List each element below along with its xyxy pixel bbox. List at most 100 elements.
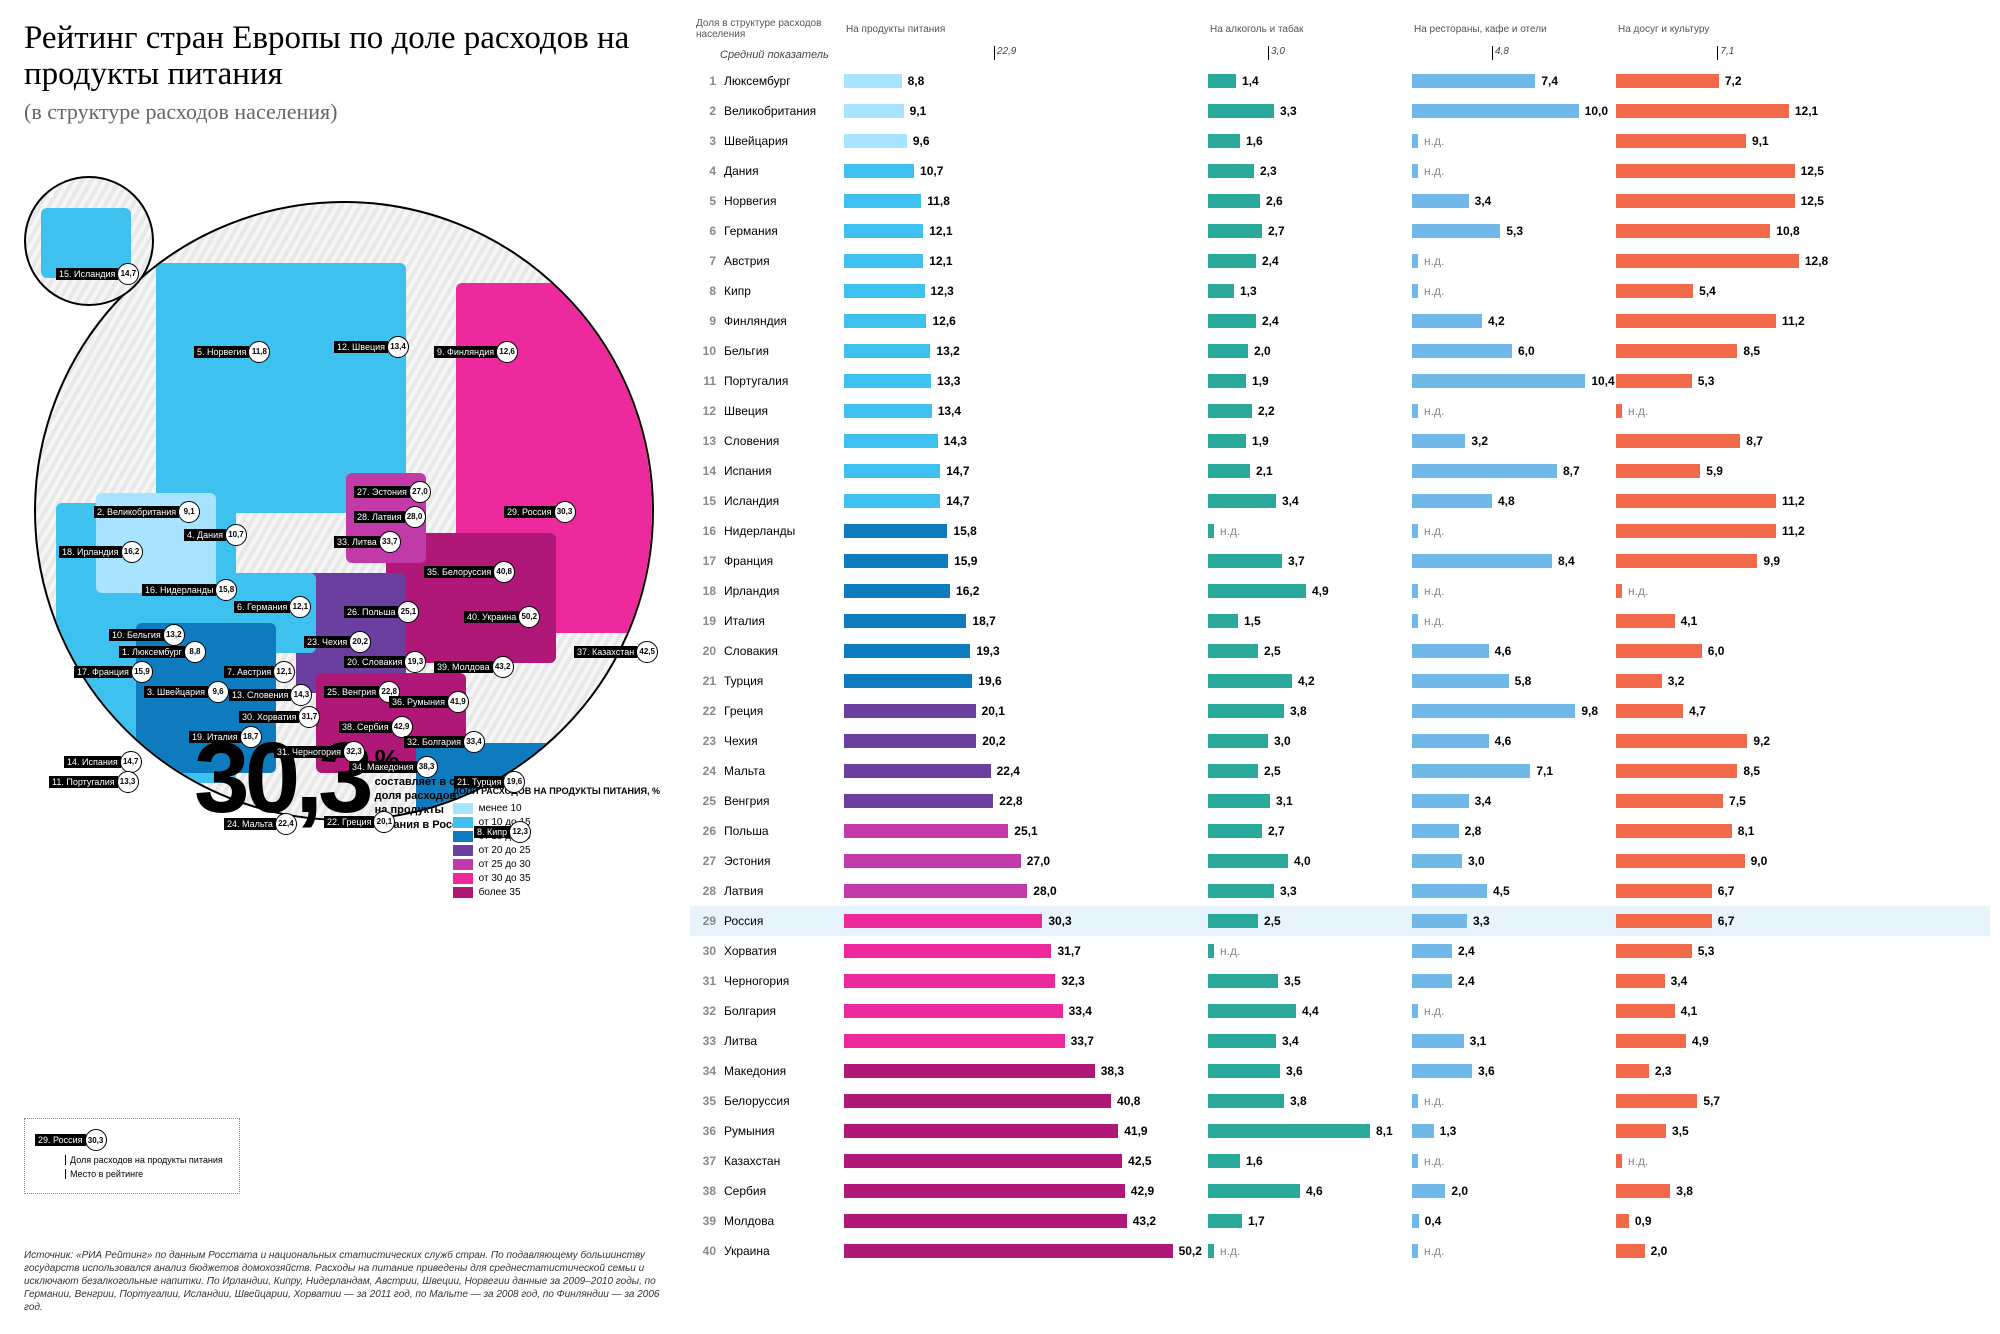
rank: 12 bbox=[690, 404, 716, 418]
country-name: Словения bbox=[720, 434, 840, 448]
rank: 2 bbox=[690, 104, 716, 118]
country-name: Болгария bbox=[720, 1004, 840, 1018]
map-label: 15. Исландия14,7 bbox=[56, 263, 139, 285]
map-label: 39. Молдова43,2 bbox=[434, 656, 514, 678]
rank: 6 bbox=[690, 224, 716, 238]
map-area: 15. Исландия14,7 5. Норвегия11,8 12. Швец… bbox=[24, 141, 664, 901]
table-body: 1Люксембург8,81,47,47,22Великобритания9,… bbox=[690, 66, 1990, 1266]
table-header: Доля в структуре расходов населения На п… bbox=[690, 18, 1990, 40]
left-panel: Рейтинг стран Европы по доле расходов на… bbox=[0, 0, 680, 1334]
map-label: 23. Чехия20,2 bbox=[304, 631, 371, 653]
table-row: 39Молдова43,21,70,40,9 bbox=[690, 1206, 1990, 1236]
table-row: 13Словения14,31,93,28,7 bbox=[690, 426, 1990, 456]
map-label: 6. Германия12,1 bbox=[234, 596, 311, 618]
map-label: 12. Швеция13,4 bbox=[334, 336, 409, 358]
country-name: Молдова bbox=[720, 1214, 840, 1228]
legend-item: от 30 до 35 bbox=[453, 873, 660, 884]
rank: 11 bbox=[690, 374, 716, 388]
map-label: 8. Кипр12,3 bbox=[474, 821, 531, 843]
table-row: 10Бельгия13,22,06,08,5 bbox=[690, 336, 1990, 366]
map-label: 40. Украина50,2 bbox=[464, 606, 540, 628]
table-row: 24Мальта22,42,57,18,5 bbox=[690, 756, 1990, 786]
legend-item: менее 10 bbox=[453, 803, 660, 814]
map-label: 19. Италия18,7 bbox=[189, 726, 262, 748]
country-name: Испания bbox=[720, 464, 840, 478]
right-panel: Доля в структуре расходов населения На п… bbox=[680, 0, 2000, 1334]
page-subtitle: (в структуре расходов населения) bbox=[24, 99, 660, 125]
rank: 18 bbox=[690, 584, 716, 598]
header-leisure: На досуг и культуру bbox=[1616, 24, 1816, 35]
country-name: Норвегия bbox=[720, 194, 840, 208]
map-label: 1. Люксембург8,8 bbox=[119, 641, 206, 663]
map-label: 36. Румыния41,9 bbox=[389, 691, 469, 713]
table-row: 29Россия30,32,53,36,7 bbox=[690, 906, 1990, 936]
country-name: Италия bbox=[720, 614, 840, 628]
country-name: Бельгия bbox=[720, 344, 840, 358]
country-name: Кипр bbox=[720, 284, 840, 298]
map-label: 27. Эстония27,0 bbox=[354, 481, 431, 503]
legend-item: от 25 до 30 bbox=[453, 859, 660, 870]
map-label: 5. Норвегия11,8 bbox=[194, 341, 270, 363]
country-name: Мальта bbox=[720, 764, 840, 778]
rank: 28 bbox=[690, 884, 716, 898]
map-label: 35. Белоруссия40,8 bbox=[424, 561, 515, 583]
table-row: 31Черногория32,33,52,43,4 bbox=[690, 966, 1990, 996]
table-row: 2Великобритания9,13,310,012,1 bbox=[690, 96, 1990, 126]
key-line-2: Место в рейтинге bbox=[65, 1169, 223, 1179]
rank: 22 bbox=[690, 704, 716, 718]
country-name: Швеция bbox=[720, 404, 840, 418]
rank: 5 bbox=[690, 194, 716, 208]
rank: 19 bbox=[690, 614, 716, 628]
rank: 33 bbox=[690, 1034, 716, 1048]
rank: 23 bbox=[690, 734, 716, 748]
rank: 37 bbox=[690, 1154, 716, 1168]
map-label: 2. Великобритания9,1 bbox=[94, 501, 200, 523]
country-name: Словакия bbox=[720, 644, 840, 658]
table-row: 36Румыния41,98,11,33,5 bbox=[690, 1116, 1990, 1146]
country-name: Эстония bbox=[720, 854, 840, 868]
legend-item: более 35 bbox=[453, 887, 660, 898]
legend-item: от 20 до 25 bbox=[453, 845, 660, 856]
table-row: 16Нидерланды15,8н.д.н.д.11,2 bbox=[690, 516, 1990, 546]
rank: 29 bbox=[690, 914, 716, 928]
legend: ДОЛЯ РАСХОДОВ НА ПРОДУКТЫ ПИТАНИЯ, % мен… bbox=[453, 787, 660, 901]
table-row: 15Исландия14,73,44,811,2 bbox=[690, 486, 1990, 516]
map-label: 22. Греция20,1 bbox=[324, 811, 395, 833]
table-row: 14Испания14,72,18,75,9 bbox=[690, 456, 1990, 486]
table-row: 26Польша25,12,72,88,1 bbox=[690, 816, 1990, 846]
country-name: Финляндия bbox=[720, 314, 840, 328]
rank: 36 bbox=[690, 1124, 716, 1138]
rank: 8 bbox=[690, 284, 716, 298]
table-row: 11Португалия13,31,910,45,3 bbox=[690, 366, 1990, 396]
table-row: 27Эстония27,04,03,09,0 bbox=[690, 846, 1990, 876]
rank: 34 bbox=[690, 1064, 716, 1078]
table-row: 32Болгария33,44,4н.д.4,1 bbox=[690, 996, 1990, 1026]
header-country: Доля в структуре расходов населения bbox=[694, 18, 840, 40]
country-name: Португалия bbox=[720, 374, 840, 388]
country-name: Македония bbox=[720, 1064, 840, 1078]
table-row: 6Германия12,12,75,310,8 bbox=[690, 216, 1990, 246]
map-label: 26. Польша25,1 bbox=[344, 601, 419, 623]
country-name: Черногория bbox=[720, 974, 840, 988]
map-label: 4. Дания10,7 bbox=[184, 524, 247, 546]
table-row: 4Дания10,72,3н.д.12,5 bbox=[690, 156, 1990, 186]
rank: 40 bbox=[690, 1244, 716, 1258]
country-name: Нидерланды bbox=[720, 524, 840, 538]
header-food: На продукты питания bbox=[844, 24, 1204, 35]
map-label: 9. Финляндия12,6 bbox=[434, 341, 518, 363]
header-alcohol: На алкоголь и табак bbox=[1208, 24, 1408, 35]
table-row: 19Италия18,71,5н.д.4,1 bbox=[690, 606, 1990, 636]
map-label: 28. Латвия28,0 bbox=[354, 506, 426, 528]
rank: 7 bbox=[690, 254, 716, 268]
rank: 35 bbox=[690, 1094, 716, 1108]
map-label: 34. Македония38,3 bbox=[349, 756, 438, 778]
avg-label: Средний показатель bbox=[720, 49, 840, 61]
country-name: Украина bbox=[720, 1244, 840, 1258]
country-name: Великобритания bbox=[720, 104, 840, 118]
rank: 16 bbox=[690, 524, 716, 538]
map-label: 18. Ирландия16,2 bbox=[59, 541, 143, 563]
map-label: 14. Испания14,7 bbox=[64, 751, 142, 773]
map-label: 7. Австрия12,1 bbox=[224, 661, 295, 683]
rank: 21 bbox=[690, 674, 716, 688]
key-box: 29. Россия 30,3 Доля расходов на продукт… bbox=[24, 1118, 240, 1194]
